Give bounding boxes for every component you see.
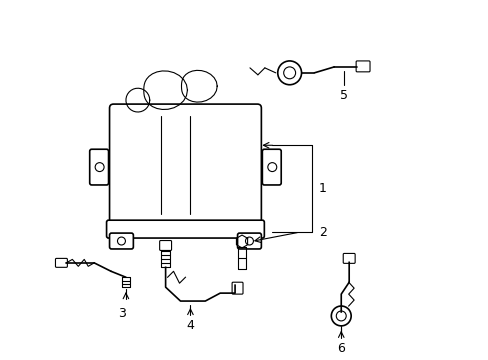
- Circle shape: [277, 61, 301, 85]
- FancyBboxPatch shape: [355, 61, 369, 72]
- FancyBboxPatch shape: [232, 282, 243, 294]
- Circle shape: [245, 237, 253, 245]
- FancyBboxPatch shape: [106, 220, 264, 238]
- Circle shape: [95, 163, 104, 172]
- FancyBboxPatch shape: [109, 233, 133, 249]
- Circle shape: [336, 311, 346, 321]
- Text: 1: 1: [318, 182, 326, 195]
- Text: 4: 4: [186, 319, 194, 332]
- FancyBboxPatch shape: [237, 233, 261, 249]
- FancyBboxPatch shape: [343, 253, 354, 264]
- Text: 6: 6: [337, 342, 345, 355]
- FancyBboxPatch shape: [89, 149, 108, 185]
- FancyBboxPatch shape: [160, 240, 171, 251]
- Text: 5: 5: [340, 89, 347, 102]
- Circle shape: [283, 67, 295, 79]
- Circle shape: [331, 306, 350, 326]
- FancyBboxPatch shape: [262, 149, 281, 185]
- Text: 2: 2: [318, 226, 326, 239]
- Text: 3: 3: [118, 307, 125, 320]
- Circle shape: [117, 237, 125, 245]
- FancyBboxPatch shape: [109, 104, 261, 226]
- Circle shape: [267, 163, 276, 172]
- FancyBboxPatch shape: [55, 258, 67, 267]
